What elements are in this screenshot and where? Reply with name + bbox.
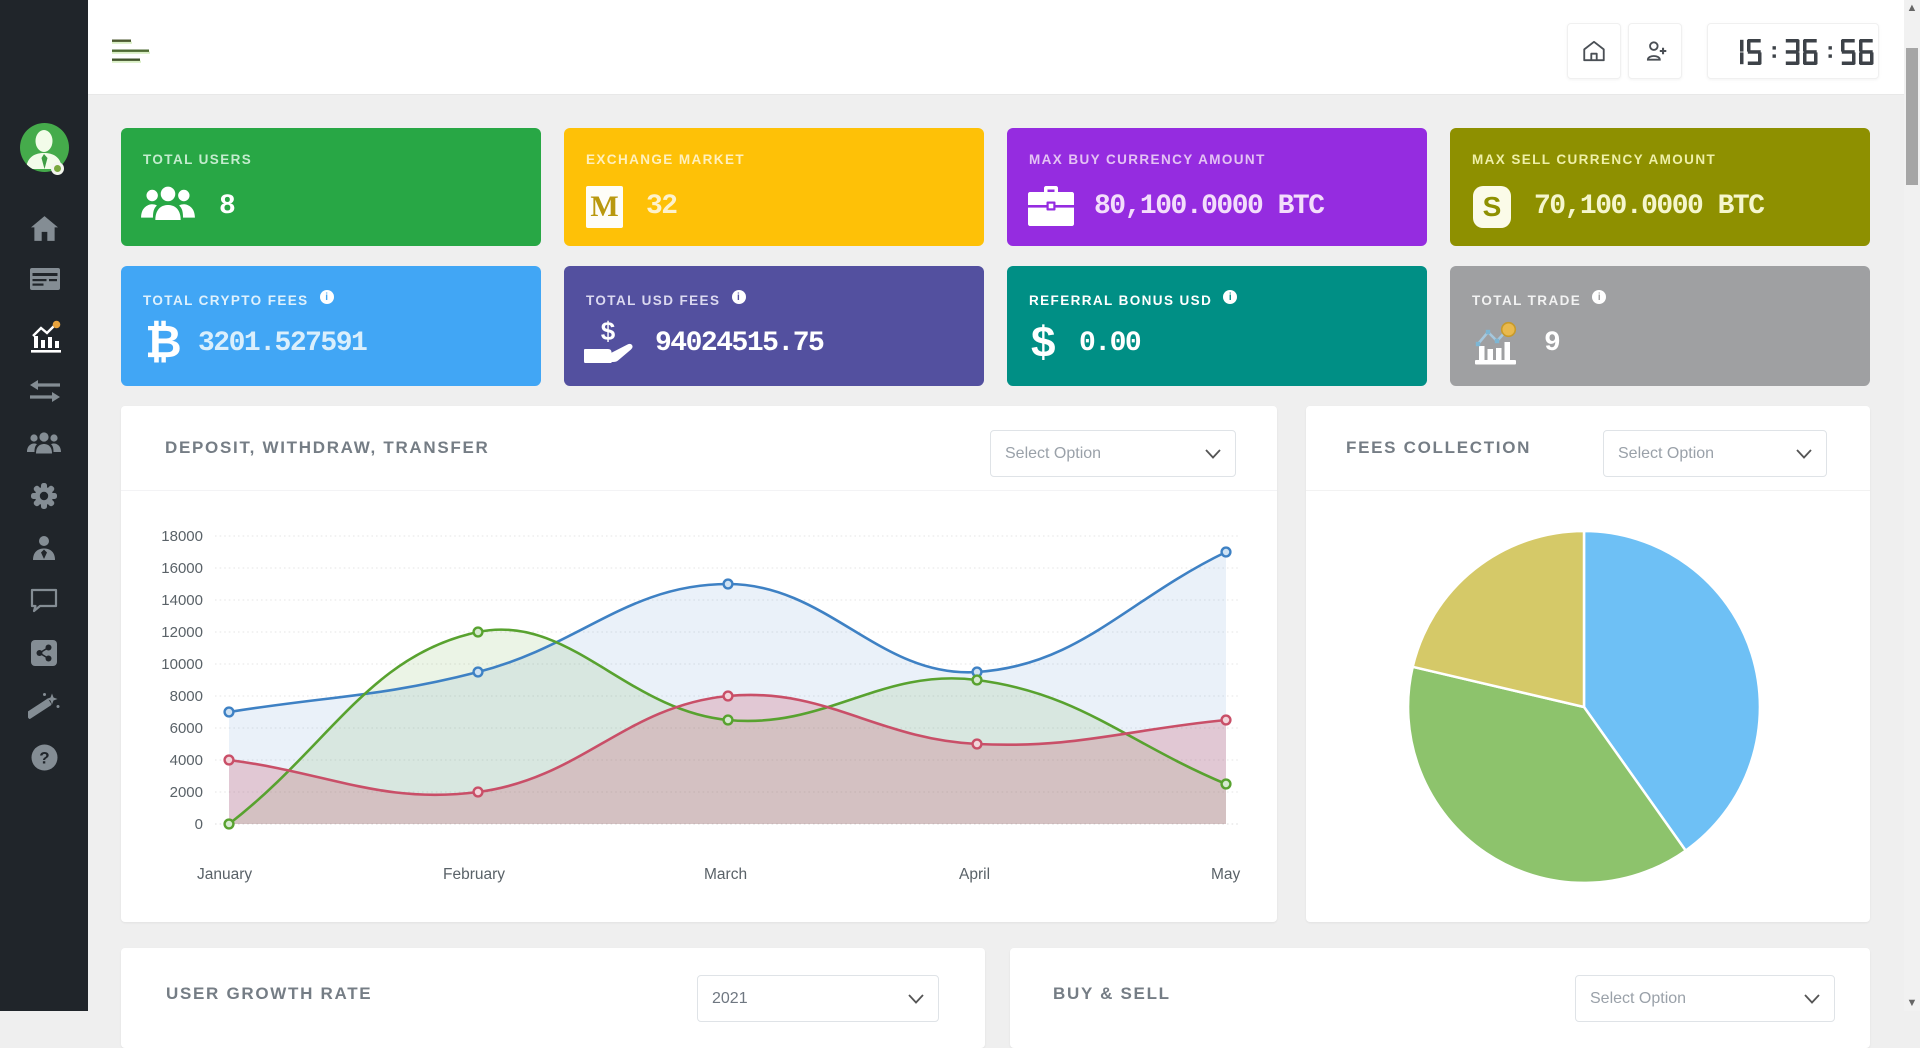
svg-text:12000: 12000 [161,624,203,641]
svg-text:February: February [443,866,505,883]
svg-text:March: March [704,866,747,883]
svg-text:0: 0 [195,816,203,833]
svg-text:$: $ [601,316,616,346]
svg-text:April: April [959,866,990,883]
svg-text:May: May [1211,866,1241,883]
svg-text:10000: 10000 [161,656,203,673]
svg-text:4000: 4000 [170,752,203,769]
svg-text:January: January [197,866,252,883]
svg-text:2000: 2000 [170,784,203,801]
svg-text:6000: 6000 [170,720,203,737]
svg-text:16000: 16000 [161,560,203,577]
svg-text:?: ? [39,749,49,768]
svg-text:14000: 14000 [161,592,203,609]
svg-text:8000: 8000 [170,688,203,705]
svg-text:18000: 18000 [161,528,203,545]
